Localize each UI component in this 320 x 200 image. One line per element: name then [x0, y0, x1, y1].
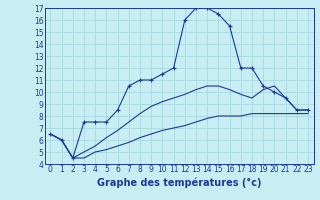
- X-axis label: Graphe des températures (°c): Graphe des températures (°c): [97, 177, 261, 188]
